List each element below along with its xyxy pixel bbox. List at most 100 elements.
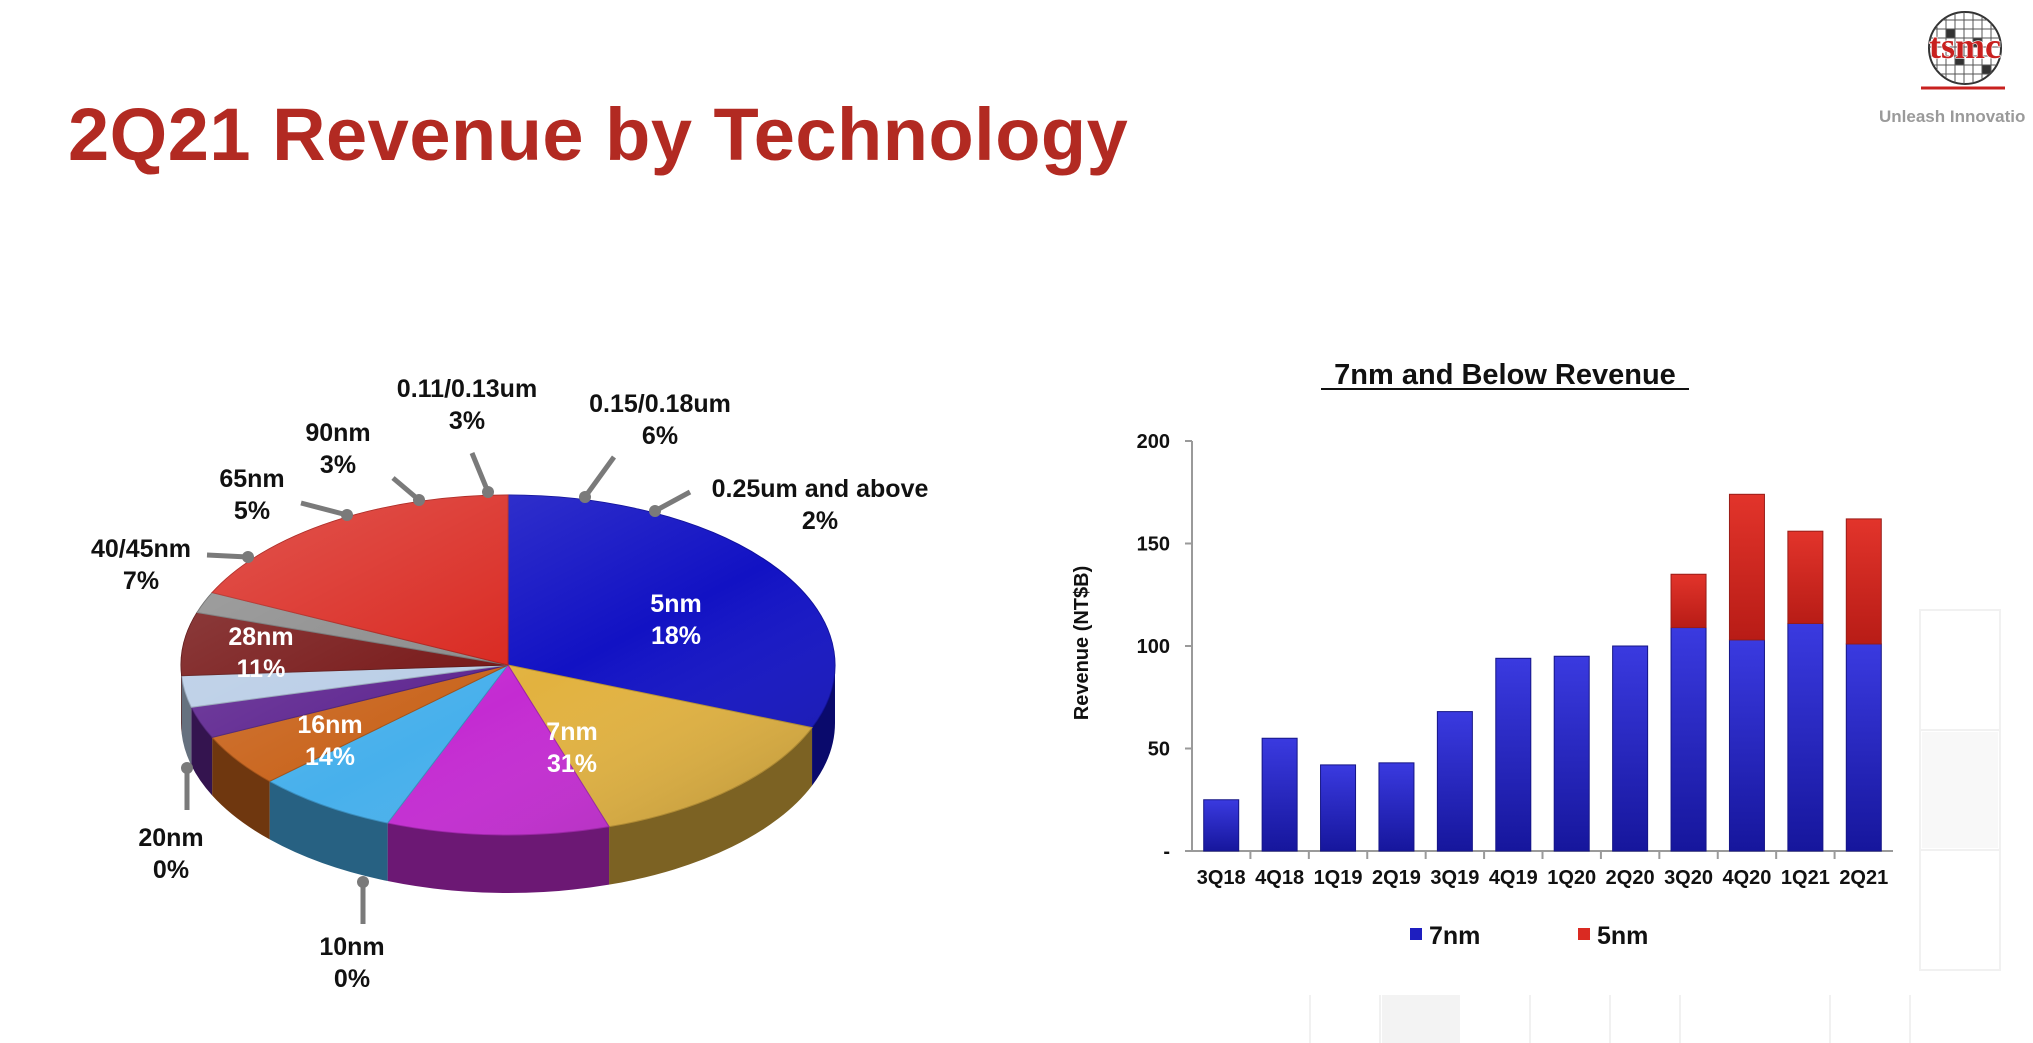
x-tick-label-2q21: 2Q21 (1839, 867, 1888, 889)
x-tick-label-4q18: 4Q18 (1255, 867, 1304, 889)
y-axis: - 50 100 150 200 (1137, 431, 1193, 863)
pie-labels: 7nm 31% 10nm 0% 16nm 14% 20nm 0% 28nm 11% 40/45nm 7… (91, 375, 929, 993)
pie-value-5nm: 18% (651, 622, 701, 650)
pie-side-28nm (387, 823, 610, 894)
pie-label-0-11-0-13um: 0.11/0.13um (397, 375, 537, 403)
pie-top-slices (180, 494, 836, 836)
pie-value-0-15-0-18um: 6% (642, 422, 678, 450)
pie-leader-dot-0-15-0-18um (579, 491, 591, 503)
x-tick-label-3q20: 3Q20 (1664, 867, 1713, 889)
bar-7nm-1q20 (1553, 655, 1590, 852)
pie-label-65nm: 65nm (219, 465, 284, 493)
pie-label-16nm: 16nm (297, 711, 362, 739)
x-tick-label-4q19: 4Q19 (1489, 867, 1538, 889)
pie-label-0-15-0-18um: 0.15/0.18um (589, 390, 731, 418)
pie-label-10nm: 10nm (319, 933, 384, 961)
pie-value-40-45nm: 7% (123, 567, 159, 595)
pie-value-90nm: 3% (320, 451, 356, 479)
x-tick-label-1q20: 1Q20 (1547, 867, 1596, 889)
technology-pie-chart: 7nm 31% 10nm 0% 16nm 14% 20nm 0% 28nm 11% 40/45nm 7… (91, 375, 929, 993)
y-tick-label: 150 (1137, 534, 1170, 556)
legend-label-5nm: 5nm (1597, 922, 1648, 950)
x-tick-label-3q19: 3Q19 (1430, 867, 1479, 889)
pie-label-20nm: 20nm (138, 824, 203, 852)
x-tick-label-1q21: 1Q21 (1781, 867, 1830, 889)
pie-leader-lines (181, 452, 692, 924)
pie-value-28nm: 11% (237, 655, 286, 683)
pie-value-7nm: 31% (547, 750, 597, 778)
bar-7nm-1q21 (1787, 622, 1824, 852)
pie-side-0-15-0-18um (181, 665, 182, 734)
bar-7nm-1q19 (1320, 764, 1357, 852)
pie-value-20nm: 0% (153, 856, 189, 884)
x-axis: 3Q18 4Q18 1Q19 2Q19 3Q19 4Q19 1Q20 2Q20 3Q20 4Q20… (1192, 850, 1893, 889)
pie-highlight (181, 495, 835, 835)
pie-leader-0-15-0-18um (582, 455, 617, 499)
y-tick-label: - (1163, 841, 1170, 863)
pie-label-7nm: 7nm (546, 718, 597, 746)
pie-leader-dot-0-25um-and-above (649, 505, 661, 517)
pie-side-40-45nm (269, 781, 388, 882)
y-tick-label: 200 (1137, 431, 1170, 453)
bar-7nm-3q20 (1670, 627, 1707, 852)
pie-leader-dot-40-45nm (242, 551, 254, 563)
pie-leader-65nm (300, 500, 348, 518)
legend-label-7nm: 7nm (1429, 922, 1480, 950)
bar-5nm-2q21 (1845, 518, 1882, 645)
legend-swatch-5nm (1578, 928, 1590, 940)
pie-value-0-11-0-13um: 3% (449, 407, 485, 435)
pie-leader-dot-90nm (413, 494, 425, 506)
bar-7nm-2q19 (1378, 762, 1415, 852)
tsmc-logo: tsmc (1921, 11, 2005, 90)
bar-7nm-4q20 (1728, 639, 1765, 852)
pie-value-16nm: 14% (305, 743, 355, 771)
bar-7nm-4q18 (1261, 737, 1298, 852)
pie-leader-dot-10nm (357, 876, 369, 888)
x-tick-label-2q19: 2Q19 (1372, 867, 1421, 889)
bar-series (1203, 493, 1882, 852)
bar-5nm-1q21 (1787, 530, 1824, 624)
y-axis-label: Revenue (NT$B) (1071, 566, 1093, 720)
pie-label-0-25um-and-above: 0.25um and above (712, 475, 929, 503)
legend-swatch-7nm (1410, 928, 1422, 940)
pie-side-walls (181, 665, 835, 894)
x-tick-label-4q20: 4Q20 (1722, 867, 1771, 889)
pie-value-65nm: 5% (234, 497, 270, 525)
tsmc-logo-text: tsmc (1929, 26, 2001, 66)
x-tick-label-3q18: 3Q18 (1197, 867, 1246, 889)
tsmc-brand: tsmc Unleash Innovatio (1873, 8, 2033, 128)
pie-leader-dot-20nm (181, 762, 193, 774)
pie-leader-0-25um-and-above (653, 489, 692, 514)
bar-7nm-2q20 (1612, 645, 1649, 852)
pie-value-0-25um-and-above: 2% (802, 507, 838, 535)
bar-7nm-2q21 (1845, 643, 1882, 852)
pie-leader-dot-65nm (341, 509, 353, 521)
pie-side-7nm (812, 665, 835, 786)
bar-legend: 7nm 5nm (1410, 922, 1648, 950)
bar-7nm-3q19 (1436, 711, 1473, 852)
pie-label-40-45nm: 40/45nm (91, 535, 191, 563)
y-tick-label: 50 (1148, 739, 1170, 761)
pie-side-16nm (609, 727, 813, 885)
pie-label-5nm: 5nm (650, 590, 701, 618)
y-tick-label: 100 (1137, 636, 1170, 658)
pie-value-10nm: 0% (334, 965, 370, 993)
revenue-bar-chart: 7nm and Below Revenue Revenue (NT$B) - 50… (1071, 359, 1893, 950)
x-tick-label-1q19: 1Q19 (1314, 867, 1363, 889)
decorative-background-grid (1309, 609, 2001, 1043)
bar-chart-title: 7nm and Below Revenue (1334, 359, 1676, 391)
tsmc-tagline: Unleash Innovatio (1879, 107, 2026, 126)
pie-label-90nm: 90nm (305, 419, 370, 447)
bar-7nm-4q19 (1495, 657, 1532, 852)
page-title: 2Q21 Revenue by Technology (68, 93, 1129, 176)
pie-leader-40-45nm (206, 552, 249, 560)
bar-5nm-4q20 (1728, 493, 1765, 641)
bar-7nm-3q18 (1203, 799, 1240, 852)
pie-leader-0-11-0-13um (469, 452, 491, 493)
bar-5nm-3q20 (1670, 573, 1707, 629)
pie-leader-dot-0-11-0-13um (482, 486, 494, 498)
pie-side-0-11-0-13um (181, 675, 192, 766)
x-tick-label-2q20: 2Q20 (1606, 867, 1655, 889)
pie-side-65nm (212, 737, 270, 840)
